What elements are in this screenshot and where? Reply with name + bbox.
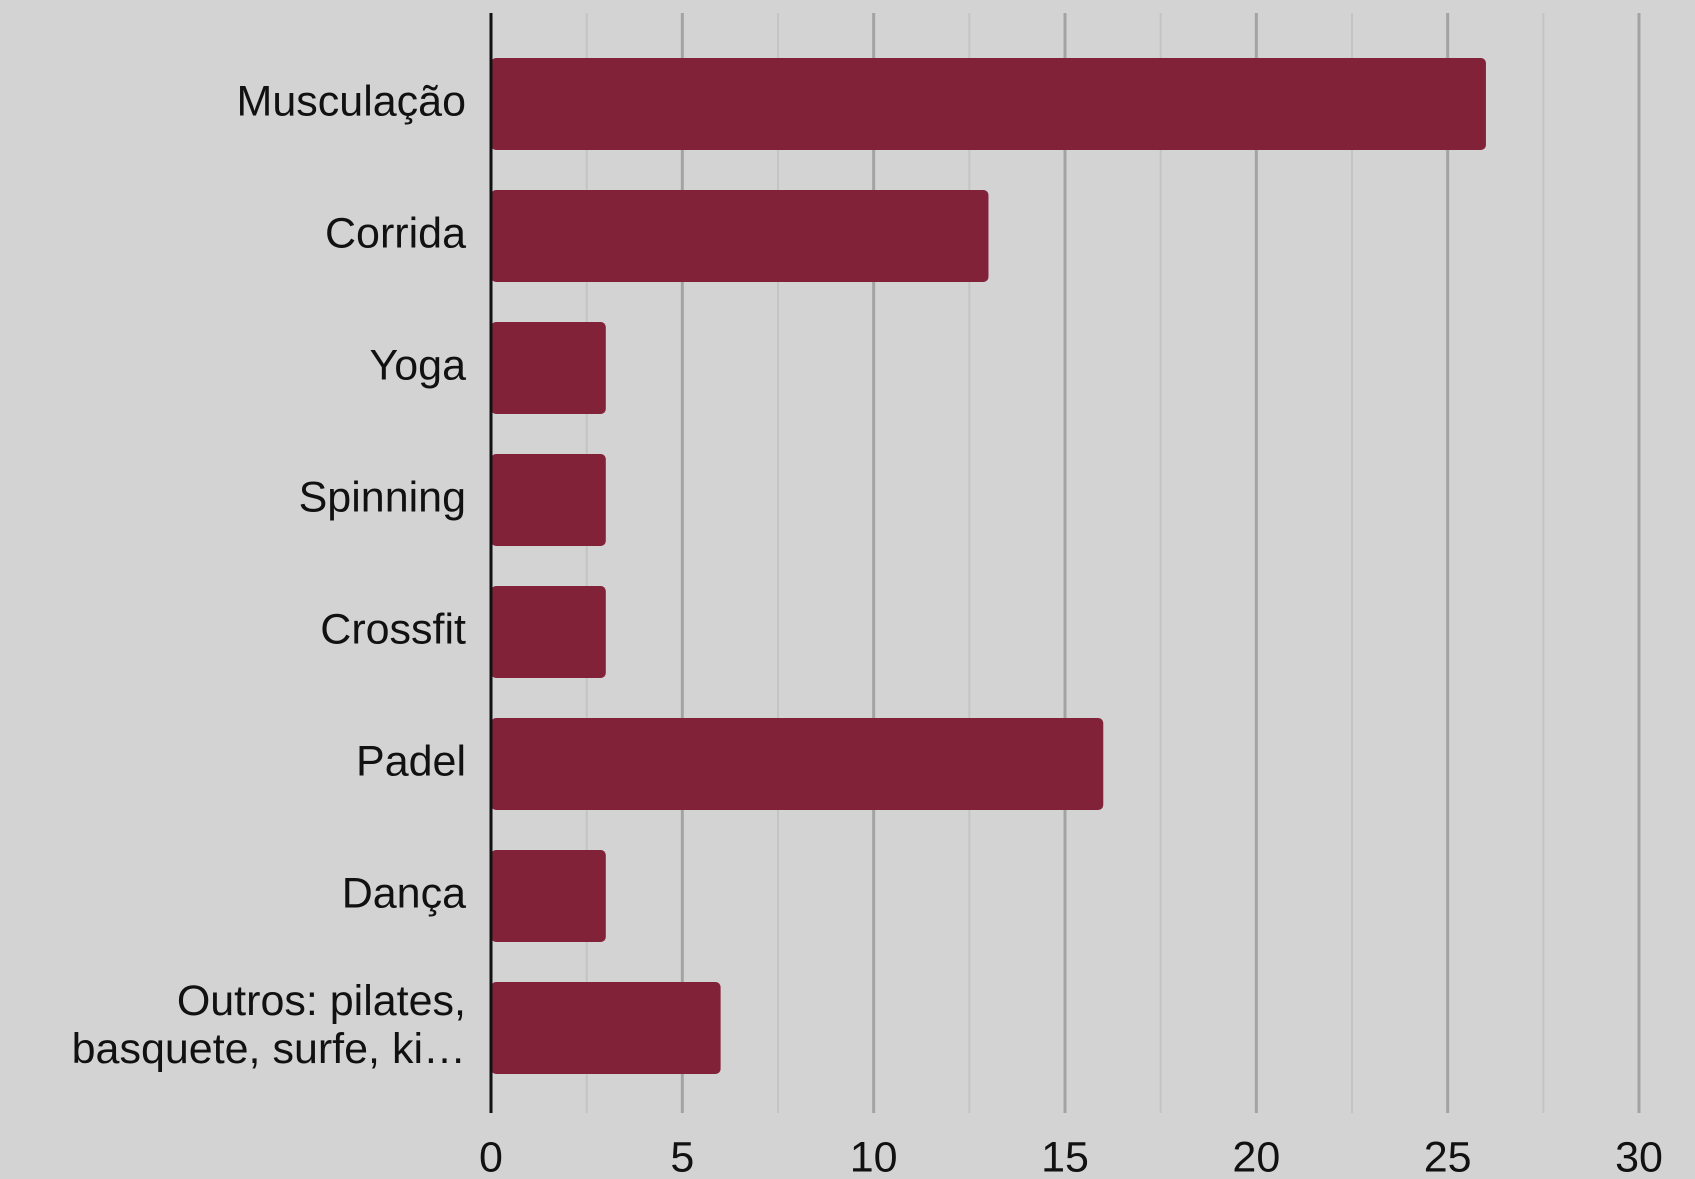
bar — [491, 586, 606, 678]
bar — [491, 718, 1104, 810]
y-tick-label: Spinning — [299, 473, 466, 521]
y-tick-label: Outros: pilates, basquete, surfe, ki… — [72, 977, 466, 1073]
x-tick-label: 15 — [1041, 1133, 1089, 1179]
bar — [491, 322, 606, 414]
y-tick-label: Yoga — [370, 341, 467, 389]
bar — [491, 850, 606, 942]
x-tick-label: 30 — [1615, 1133, 1663, 1179]
x-tick-label: 0 — [479, 1133, 503, 1179]
y-tick-label: Padel — [356, 737, 466, 785]
bar — [491, 454, 606, 546]
y-tick-label: Musculação — [237, 77, 466, 125]
bar — [491, 982, 721, 1074]
x-tick-label: 10 — [850, 1133, 898, 1179]
y-tick-label: Corrida — [325, 209, 466, 257]
bar — [491, 190, 989, 282]
y-tick-label: Dança — [342, 869, 466, 917]
y-tick-label: Crossfit — [320, 605, 466, 653]
x-tick-label: 20 — [1232, 1133, 1280, 1179]
bar — [491, 58, 1486, 150]
x-tick-label: 5 — [670, 1133, 694, 1179]
x-tick-label: 25 — [1424, 1133, 1472, 1179]
